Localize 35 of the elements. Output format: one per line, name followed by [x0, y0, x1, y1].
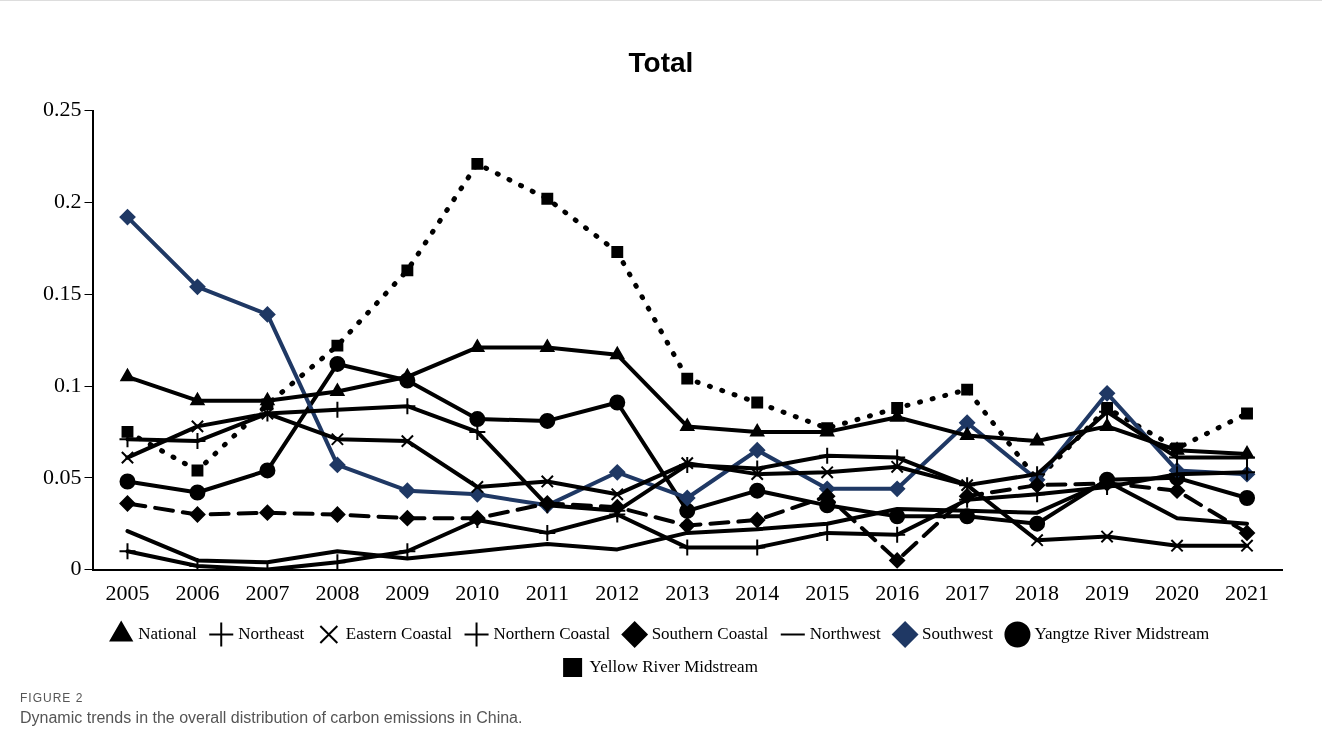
x-tick-label: 2005 — [105, 579, 150, 605]
x-tick-label: 2014 — [735, 579, 780, 605]
caption: FIGURE 2 — [20, 691, 85, 705]
legend-label: Southern Coastal — [651, 623, 769, 643]
chart-title: Total — [628, 46, 694, 78]
x-tick-label: 2019 — [1085, 579, 1130, 605]
y-tick-label: 0.05 — [43, 463, 82, 489]
y-tick-label: 0.25 — [43, 96, 82, 122]
y-tick-label: 0.1 — [54, 371, 82, 397]
x-tick-label: 2016 — [875, 579, 920, 605]
x-tick-label: 2021 — [1225, 579, 1270, 605]
legend-label: Northern Coastal — [493, 623, 611, 643]
x-tick-label: 2013 — [665, 579, 710, 605]
x-tick-label: 2006 — [175, 579, 220, 605]
x-tick-label: 2012 — [595, 579, 640, 605]
x-tick-label: 2015 — [805, 579, 850, 605]
x-tick-label: 2020 — [1155, 579, 1200, 605]
y-tick-label: 0.15 — [43, 279, 82, 305]
y-tick-label: 0 — [70, 555, 82, 581]
x-tick-label: 2007 — [245, 579, 290, 605]
legend-label: Yellow River Midstream — [589, 656, 758, 676]
x-tick-label: 2008 — [315, 579, 360, 605]
x-tick-label: 2017 — [945, 579, 990, 605]
text: Dynamic trends in the overall distribution of carbon emissions in China. — [20, 709, 523, 727]
legend-label: Eastern Coastal — [345, 623, 453, 643]
legend-label: National — [138, 623, 198, 643]
legend-label: Southwest — [922, 623, 994, 643]
x-tick-label: 2018 — [1015, 579, 1060, 605]
x-tick-label: 2010 — [455, 579, 500, 605]
legend-label: Northwest — [809, 623, 881, 643]
x-tick-label: 2011 — [525, 579, 569, 605]
legend-label: Yangtze River Midstream — [1034, 623, 1210, 643]
x-tick-label: 2009 — [385, 579, 430, 605]
y-tick-label: 0.2 — [54, 188, 82, 214]
legend-label: Northeast — [238, 623, 305, 643]
